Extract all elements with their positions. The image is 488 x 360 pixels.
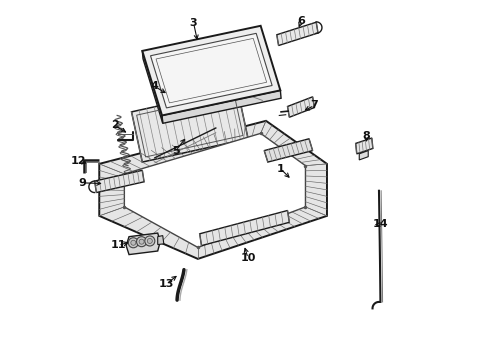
Polygon shape <box>287 97 314 117</box>
Polygon shape <box>94 170 144 193</box>
Circle shape <box>139 239 144 244</box>
Polygon shape <box>156 39 266 103</box>
Polygon shape <box>99 121 326 259</box>
Text: 1: 1 <box>276 163 284 174</box>
Text: 5: 5 <box>171 145 179 156</box>
Polygon shape <box>355 138 372 154</box>
Polygon shape <box>124 134 305 247</box>
Polygon shape <box>158 235 163 244</box>
Circle shape <box>136 237 146 247</box>
Circle shape <box>147 238 152 243</box>
Text: 3: 3 <box>189 18 197 28</box>
Text: 11: 11 <box>110 240 126 250</box>
Polygon shape <box>142 51 163 123</box>
Circle shape <box>131 240 136 245</box>
Polygon shape <box>276 22 317 45</box>
Text: 14: 14 <box>371 220 387 229</box>
Polygon shape <box>131 89 247 162</box>
Text: 7: 7 <box>310 100 318 111</box>
Text: 2: 2 <box>111 121 118 130</box>
Text: 9: 9 <box>78 178 86 188</box>
Polygon shape <box>126 233 160 255</box>
Text: 12: 12 <box>71 156 86 166</box>
Polygon shape <box>150 33 272 108</box>
Polygon shape <box>142 26 280 116</box>
Text: 4: 4 <box>150 81 158 91</box>
Text: 8: 8 <box>362 131 369 141</box>
Circle shape <box>128 238 138 248</box>
Polygon shape <box>359 150 367 160</box>
Polygon shape <box>264 139 312 162</box>
Text: 13: 13 <box>158 279 174 289</box>
Text: 6: 6 <box>297 17 305 27</box>
Polygon shape <box>199 211 289 246</box>
Polygon shape <box>162 90 281 123</box>
Text: 10: 10 <box>240 253 255 263</box>
Circle shape <box>144 236 155 246</box>
